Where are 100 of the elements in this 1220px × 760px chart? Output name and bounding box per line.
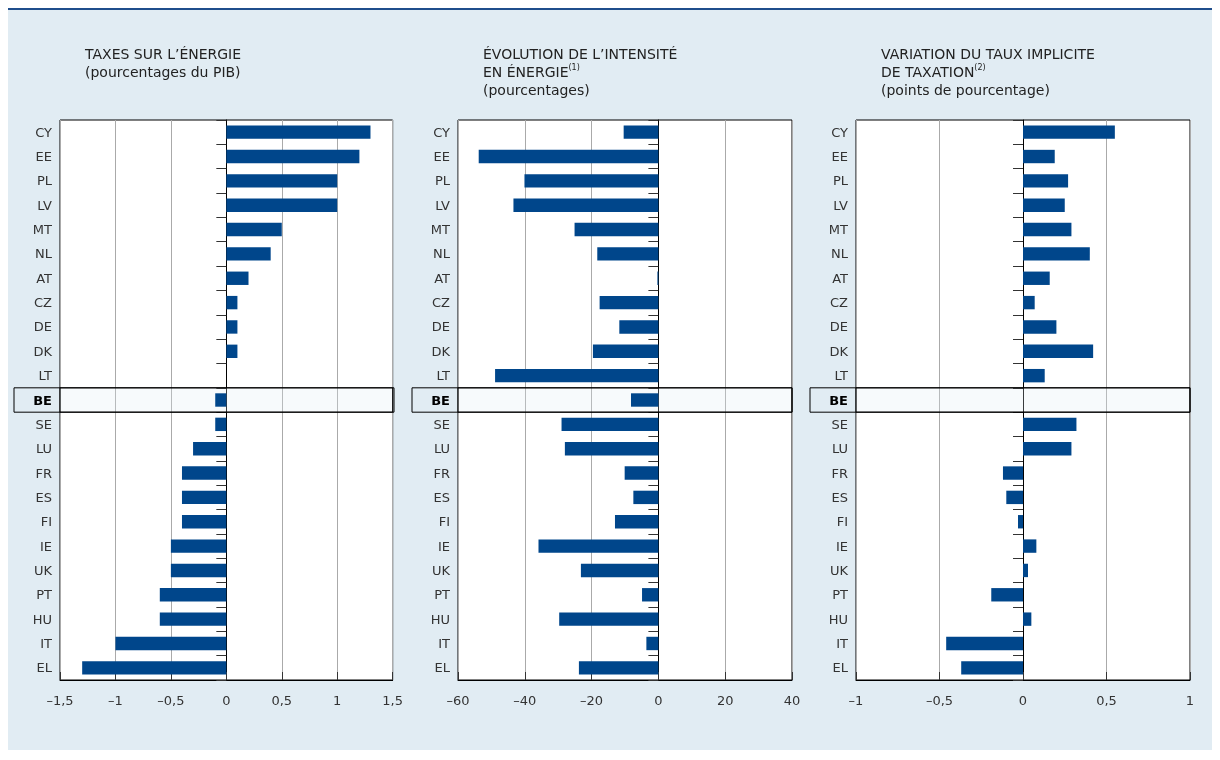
bar	[946, 636, 1023, 651]
y-tick-label: LU	[35, 441, 52, 457]
bar	[226, 247, 271, 261]
y-tick-label: MT	[32, 222, 53, 238]
x-tick-label: –1,5	[46, 693, 74, 708]
y-tick-label: EE	[433, 149, 450, 165]
y-tick-label: NL	[433, 246, 451, 262]
y-tick-label: EL	[832, 660, 849, 676]
bar	[1023, 368, 1045, 383]
y-tick-label: AT	[434, 270, 451, 286]
y-tick-label: BE	[829, 392, 848, 408]
y-tick-label: FI	[836, 514, 848, 530]
y-tick-label: CZ	[432, 295, 451, 311]
bar	[215, 393, 227, 407]
bar	[1006, 490, 1023, 505]
y-tick-label: CZ	[34, 295, 53, 311]
bar	[181, 490, 227, 505]
x-tick-label: 1	[1185, 693, 1195, 708]
y-tick-label: CZ	[830, 295, 849, 311]
bar	[226, 222, 282, 237]
y-tick-label: IE	[835, 538, 848, 554]
bar	[226, 125, 371, 139]
chart-subtitle: (points de pourcentage)	[881, 82, 1050, 98]
chart-title: TAXES SUR L’ÉNERGIE	[84, 46, 242, 62]
x-tick-label: 1,5	[382, 693, 404, 708]
bar	[226, 198, 338, 212]
bar	[1023, 271, 1050, 285]
x-tick-label: 0,5	[1096, 693, 1117, 708]
chart-subtitle: (pourcentages du PIB)	[85, 64, 241, 80]
y-tick-label: FI	[40, 514, 52, 530]
y-tick-label: PL	[832, 173, 849, 189]
x-tick-label: –1	[848, 693, 864, 708]
y-tick-label: EE	[35, 149, 52, 165]
y-tick-label: UK	[829, 562, 849, 578]
y-tick-label: DK	[431, 343, 451, 359]
y-tick-label: PL	[36, 173, 53, 189]
y-tick-label: LV	[833, 197, 849, 213]
bar	[181, 466, 227, 480]
y-tick-label: EE	[831, 149, 848, 165]
bar	[226, 174, 338, 188]
bar	[82, 661, 227, 675]
bar	[1017, 515, 1023, 529]
x-tick-label: 0	[222, 693, 231, 708]
x-tick-label: –60	[446, 693, 470, 708]
y-tick-label: LU	[433, 441, 450, 457]
bar	[1023, 295, 1035, 310]
x-tick-label: –0,5	[157, 693, 185, 708]
y-tick-label: PT	[434, 587, 451, 603]
y-tick-label: UK	[33, 562, 53, 578]
bar	[1023, 344, 1094, 358]
y-tick-label: NL	[831, 246, 849, 262]
y-tick-label: LT	[834, 368, 849, 384]
y-tick-label: EL	[434, 660, 451, 676]
x-tick-label: –40	[513, 693, 537, 708]
y-tick-label: NL	[35, 246, 53, 262]
y-tick-label: BE	[33, 392, 52, 408]
y-tick-label: DK	[33, 343, 53, 359]
bar	[193, 442, 227, 456]
bar	[1023, 539, 1037, 553]
bar	[170, 563, 227, 578]
y-tick-label: HU	[430, 611, 450, 627]
y-tick-label: FR	[831, 465, 848, 481]
y-tick-label: EL	[36, 660, 53, 676]
bar	[226, 149, 360, 164]
y-tick-label: IE	[39, 538, 52, 554]
y-tick-label: ES	[831, 489, 848, 505]
y-tick-label: MT	[430, 222, 451, 238]
bar	[991, 588, 1023, 602]
y-tick-label: SE	[831, 416, 848, 432]
y-tick-label: MT	[828, 222, 849, 238]
y-tick-label: DE	[33, 319, 52, 335]
y-tick-label: HU	[32, 611, 52, 627]
y-tick-label: UK	[431, 562, 451, 578]
y-tick-label: PT	[832, 587, 849, 603]
x-tick-label: –20	[580, 693, 604, 708]
y-tick-label: AT	[832, 270, 849, 286]
y-tick-label: FI	[438, 514, 450, 530]
bar	[1023, 198, 1065, 212]
y-tick-label: IT	[40, 635, 53, 651]
y-tick-label: LV	[37, 197, 53, 213]
bar	[1023, 247, 1090, 261]
bar	[1023, 612, 1032, 626]
x-tick-label: 0	[1018, 693, 1028, 708]
y-tick-label: ES	[433, 489, 450, 505]
y-tick-label: FR	[433, 465, 450, 481]
bar	[1023, 222, 1072, 237]
x-tick-label: –1	[108, 693, 123, 708]
y-tick-label: LU	[831, 441, 848, 457]
bar	[226, 320, 238, 334]
bar	[1023, 442, 1072, 456]
bar	[226, 295, 238, 310]
y-tick-label: IE	[437, 538, 450, 554]
y-tick-label: LT	[38, 368, 53, 384]
bar	[1023, 320, 1057, 334]
y-tick-label: AT	[36, 270, 53, 286]
x-tick-label: 1	[333, 693, 342, 708]
bar	[170, 539, 227, 553]
y-tick-label: LV	[435, 197, 451, 213]
y-tick-label: DE	[829, 319, 848, 335]
x-tick-label: 20	[716, 693, 734, 708]
